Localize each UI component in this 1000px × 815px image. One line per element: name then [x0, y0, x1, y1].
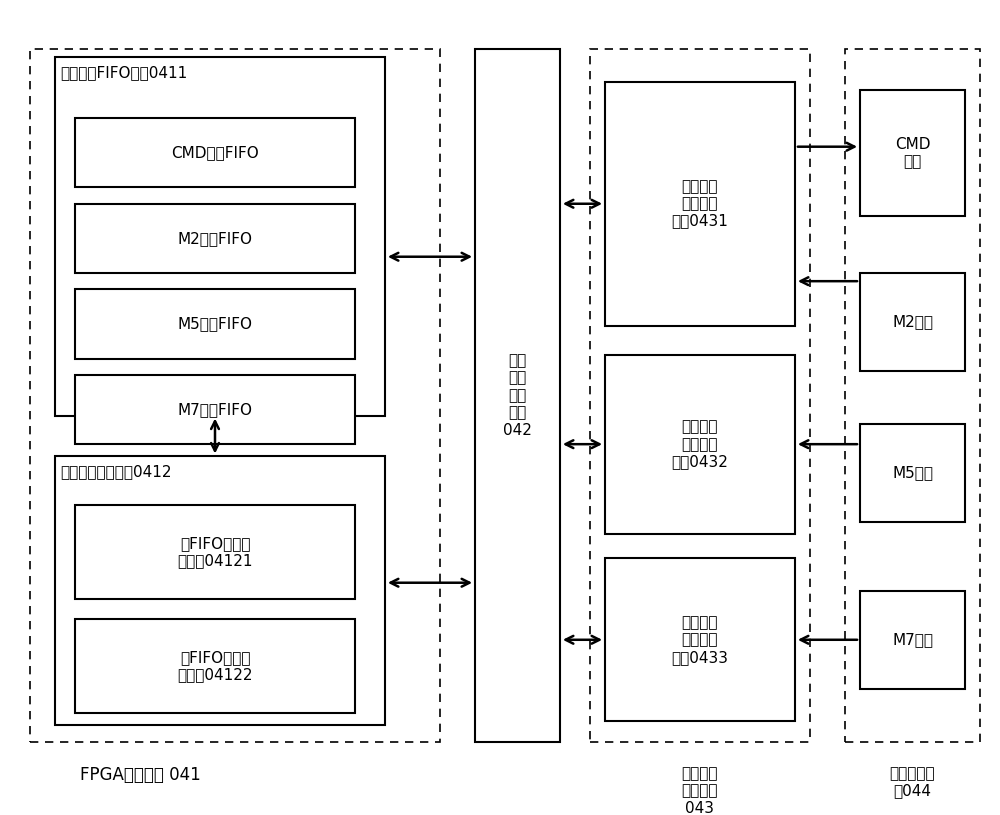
Text: M5通道FIFO: M5通道FIFO — [178, 316, 253, 332]
Bar — [845, 49, 980, 742]
Bar — [55, 456, 385, 725]
Text: 缓存读写控制单元0412: 缓存读写控制单元0412 — [60, 465, 172, 479]
Bar — [75, 289, 355, 359]
Bar — [860, 424, 965, 522]
Text: M2通道FIFO: M2通道FIFO — [178, 231, 253, 246]
Text: 数据通道单
元044: 数据通道单 元044 — [890, 766, 935, 799]
Text: M7通道: M7通道 — [892, 632, 933, 647]
Bar — [75, 505, 355, 599]
Bar — [75, 375, 355, 444]
Bar — [860, 90, 965, 216]
Bar — [75, 118, 355, 187]
Bar — [475, 49, 560, 742]
Bar — [860, 273, 965, 371]
Bar — [605, 558, 795, 721]
Text: 曼彻斯特
编解码器
043: 曼彻斯特 编解码器 043 — [682, 766, 718, 815]
Text: 读FIFO控制逻
辑单元04121: 读FIFO控制逻 辑单元04121 — [177, 536, 253, 568]
Bar — [30, 49, 440, 742]
Text: CMD
通道: CMD 通道 — [895, 137, 930, 169]
Bar — [860, 591, 965, 689]
Bar — [605, 355, 795, 534]
Text: 第一曼彻
斯特编解
码器0431: 第一曼彻 斯特编解 码器0431 — [672, 178, 728, 229]
Text: CMD通道FIFO: CMD通道FIFO — [171, 145, 259, 161]
Bar — [75, 204, 355, 273]
Text: 第二曼彻
斯特编解
码器0432: 第二曼彻 斯特编解 码器0432 — [672, 419, 728, 469]
Text: FPGA控制芯片 041: FPGA控制芯片 041 — [80, 766, 200, 784]
Text: M7通道FIFO: M7通道FIFO — [178, 402, 253, 417]
Text: M5通道: M5通道 — [892, 465, 933, 480]
Text: 数据缓存FIFO单元0411: 数据缓存FIFO单元0411 — [60, 65, 187, 80]
Bar — [590, 49, 810, 742]
Bar — [605, 82, 795, 326]
Bar — [55, 57, 385, 416]
Text: 第二曼彻
斯特编解
码器0433: 第二曼彻 斯特编解 码器0433 — [672, 615, 728, 665]
Text: 逻辑
电平
转换
单元
042: 逻辑 电平 转换 单元 042 — [503, 353, 532, 438]
Bar — [75, 619, 355, 713]
Text: 写FIFO控制逻
辑单元04122: 写FIFO控制逻 辑单元04122 — [177, 650, 253, 682]
Text: M2通道: M2通道 — [892, 315, 933, 329]
